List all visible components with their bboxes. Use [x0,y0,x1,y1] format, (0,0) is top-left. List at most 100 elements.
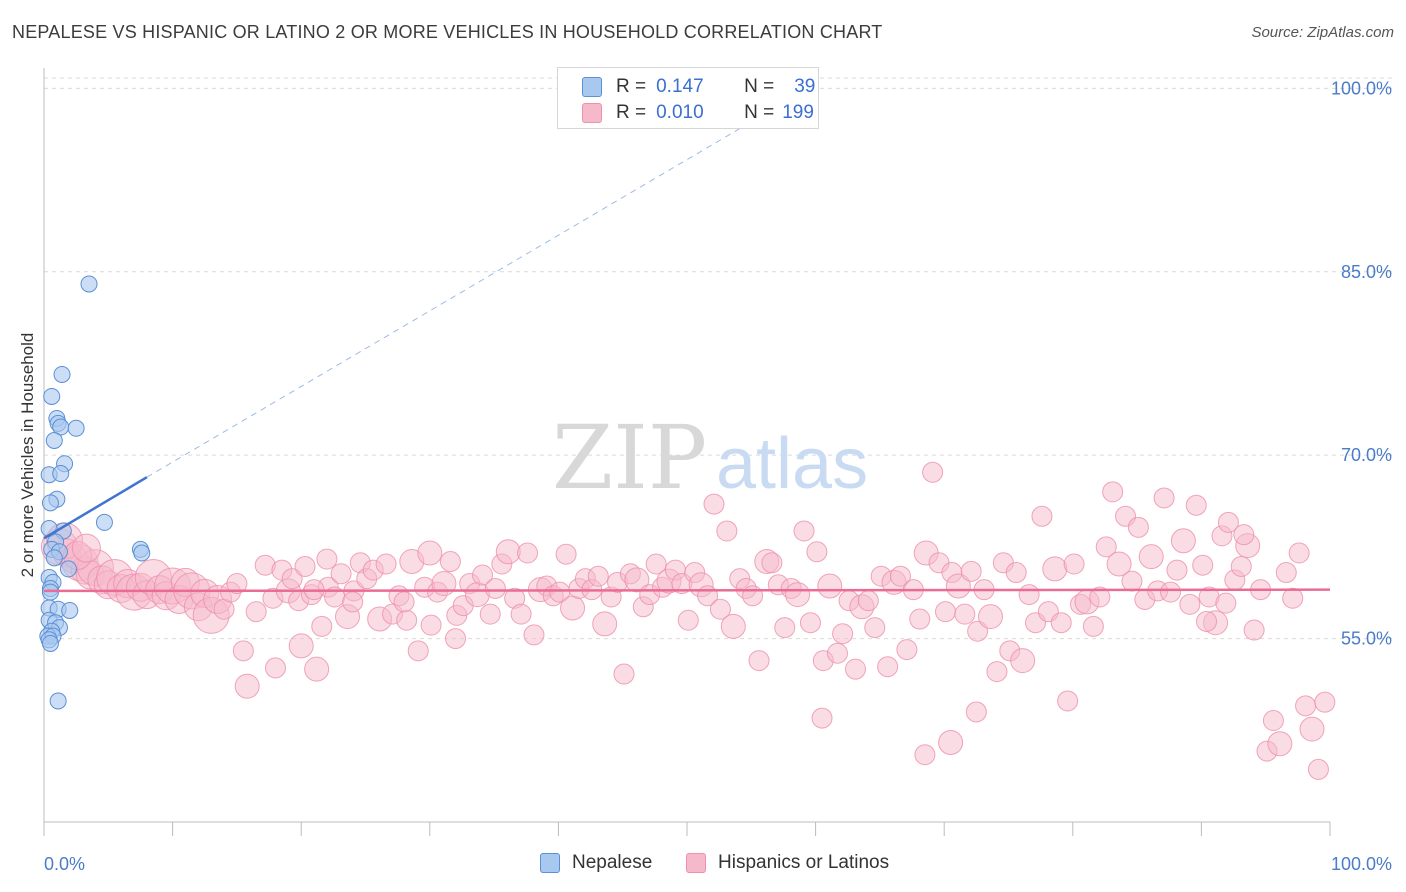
hispanics-swatch [582,103,602,123]
nepalese-trend-extension [146,106,778,478]
tick-labels: 55.0% 70.0% 85.0% 100.0% 0.0% 100.0% [44,78,1392,874]
hispanics-point [245,601,267,623]
watermark: ZIP atlas [552,406,868,509]
legend-item-hispanics[interactable]: Hispanics or Latinos [686,852,889,874]
nepalese-point [45,431,63,449]
hispanics-points [40,461,1336,780]
hispanics-point [479,603,501,625]
hispanics-point [934,601,956,623]
hispanics-point [1196,610,1218,632]
hispanics-point [613,663,635,685]
hispanics-point [1295,695,1317,717]
hispanics-point [1299,716,1325,742]
hispanics-point [811,707,833,729]
hispanics-point [407,640,429,662]
hispanics-trend-line [43,588,1331,593]
nepalese-swatch [540,853,560,873]
hispanics-point [1179,593,1201,615]
hispanics-point [232,640,254,662]
x-tick-label: 100.0% [1331,854,1392,874]
nepalese-point [41,494,59,512]
hispanics-point [1057,690,1079,712]
y-tick-label: 100.0% [1331,78,1392,98]
hispanics-point [1166,559,1188,581]
hispanics-point [977,604,1003,630]
hispanics-point [294,555,316,577]
nepalese-point [41,634,59,652]
gridlines [44,77,1392,640]
r-value: 0.147 [656,76,704,97]
hispanics-point [986,661,1008,683]
legend-label-hispanics: Hispanics or Latinos [718,852,890,873]
nepalese-point [49,692,67,710]
hispanics-point [896,639,918,661]
stats-legend: R = 0.147 N = 39 R = 0.010 N = 199 [557,67,819,129]
hispanics-point [922,461,944,483]
hispanics-point [761,552,783,574]
hispanics-point [510,603,532,625]
hispanics-point [234,673,260,699]
hispanics-point [264,657,286,679]
axes [43,68,1331,836]
legend-item-nepalese[interactable]: Nepalese [540,852,652,874]
hispanics-point [311,615,333,637]
hispanics-point [1288,542,1310,564]
hispanics-point [844,658,866,680]
r-value: 0.010 [656,102,704,123]
n-label: N = [744,102,775,123]
hispanics-point [1005,562,1027,584]
hispanics-swatch [686,853,706,873]
hispanics-point [396,609,418,631]
hispanics-point [1215,592,1237,614]
n-label: N = [744,76,775,97]
hispanics-point [592,611,618,637]
hispanics-point [677,609,699,631]
nepalese-point [61,601,79,619]
hispanics-point [1121,570,1143,592]
hispanics-point [375,553,397,575]
hispanics-point [877,656,899,678]
hispanics-point [806,541,828,563]
nepalese-point [67,419,85,437]
hispanics-point [281,568,303,590]
hispanics-point [304,656,330,682]
stats-row-nepalese: R = 0.147 N = 39 [582,75,815,99]
hispanics-point [1095,536,1117,558]
y-tick-label: 85.0% [1341,262,1392,282]
hispanics-point [965,701,987,723]
hispanics-point [330,563,352,585]
hispanics-point [1314,691,1336,713]
hispanics-point [484,577,506,599]
hispanics-point [71,533,101,563]
y-tick-label: 70.0% [1341,445,1392,465]
hispanics-point [1089,586,1111,608]
chart-title: NEPALESE VS HISPANIC OR LATINO 2 OR MORE… [12,22,883,42]
hispanics-point [288,633,314,659]
hispanics-point [555,543,577,565]
hispanics-point [1138,544,1164,570]
hispanics-point [1127,516,1149,538]
hispanics-point [914,744,936,766]
hispanics-point [1010,648,1036,674]
hispanics-point [1233,524,1255,546]
y-axis-label: 2 or more Vehicles in Household [18,333,37,578]
hispanics-point [1102,481,1124,503]
hispanics-point [560,595,586,621]
hispanics-point [945,573,971,599]
hispanics-point [889,565,911,587]
hispanics-point [439,551,461,573]
hispanics-point [523,624,545,646]
y-tick-label: 55.0% [1341,629,1392,649]
hispanics-point [716,520,738,542]
hispanics-point [226,573,248,595]
hispanics-point [909,608,931,630]
hispanics-point [799,612,821,634]
hispanics-point [785,582,811,608]
nepalese-point [133,544,151,562]
hispanics-point [793,520,815,542]
series-legend: Nepalese Hispanics or Latinos [0,852,1406,878]
hispanics-point [774,617,796,639]
hispanics-point [472,564,494,586]
hispanics-point [445,628,467,650]
